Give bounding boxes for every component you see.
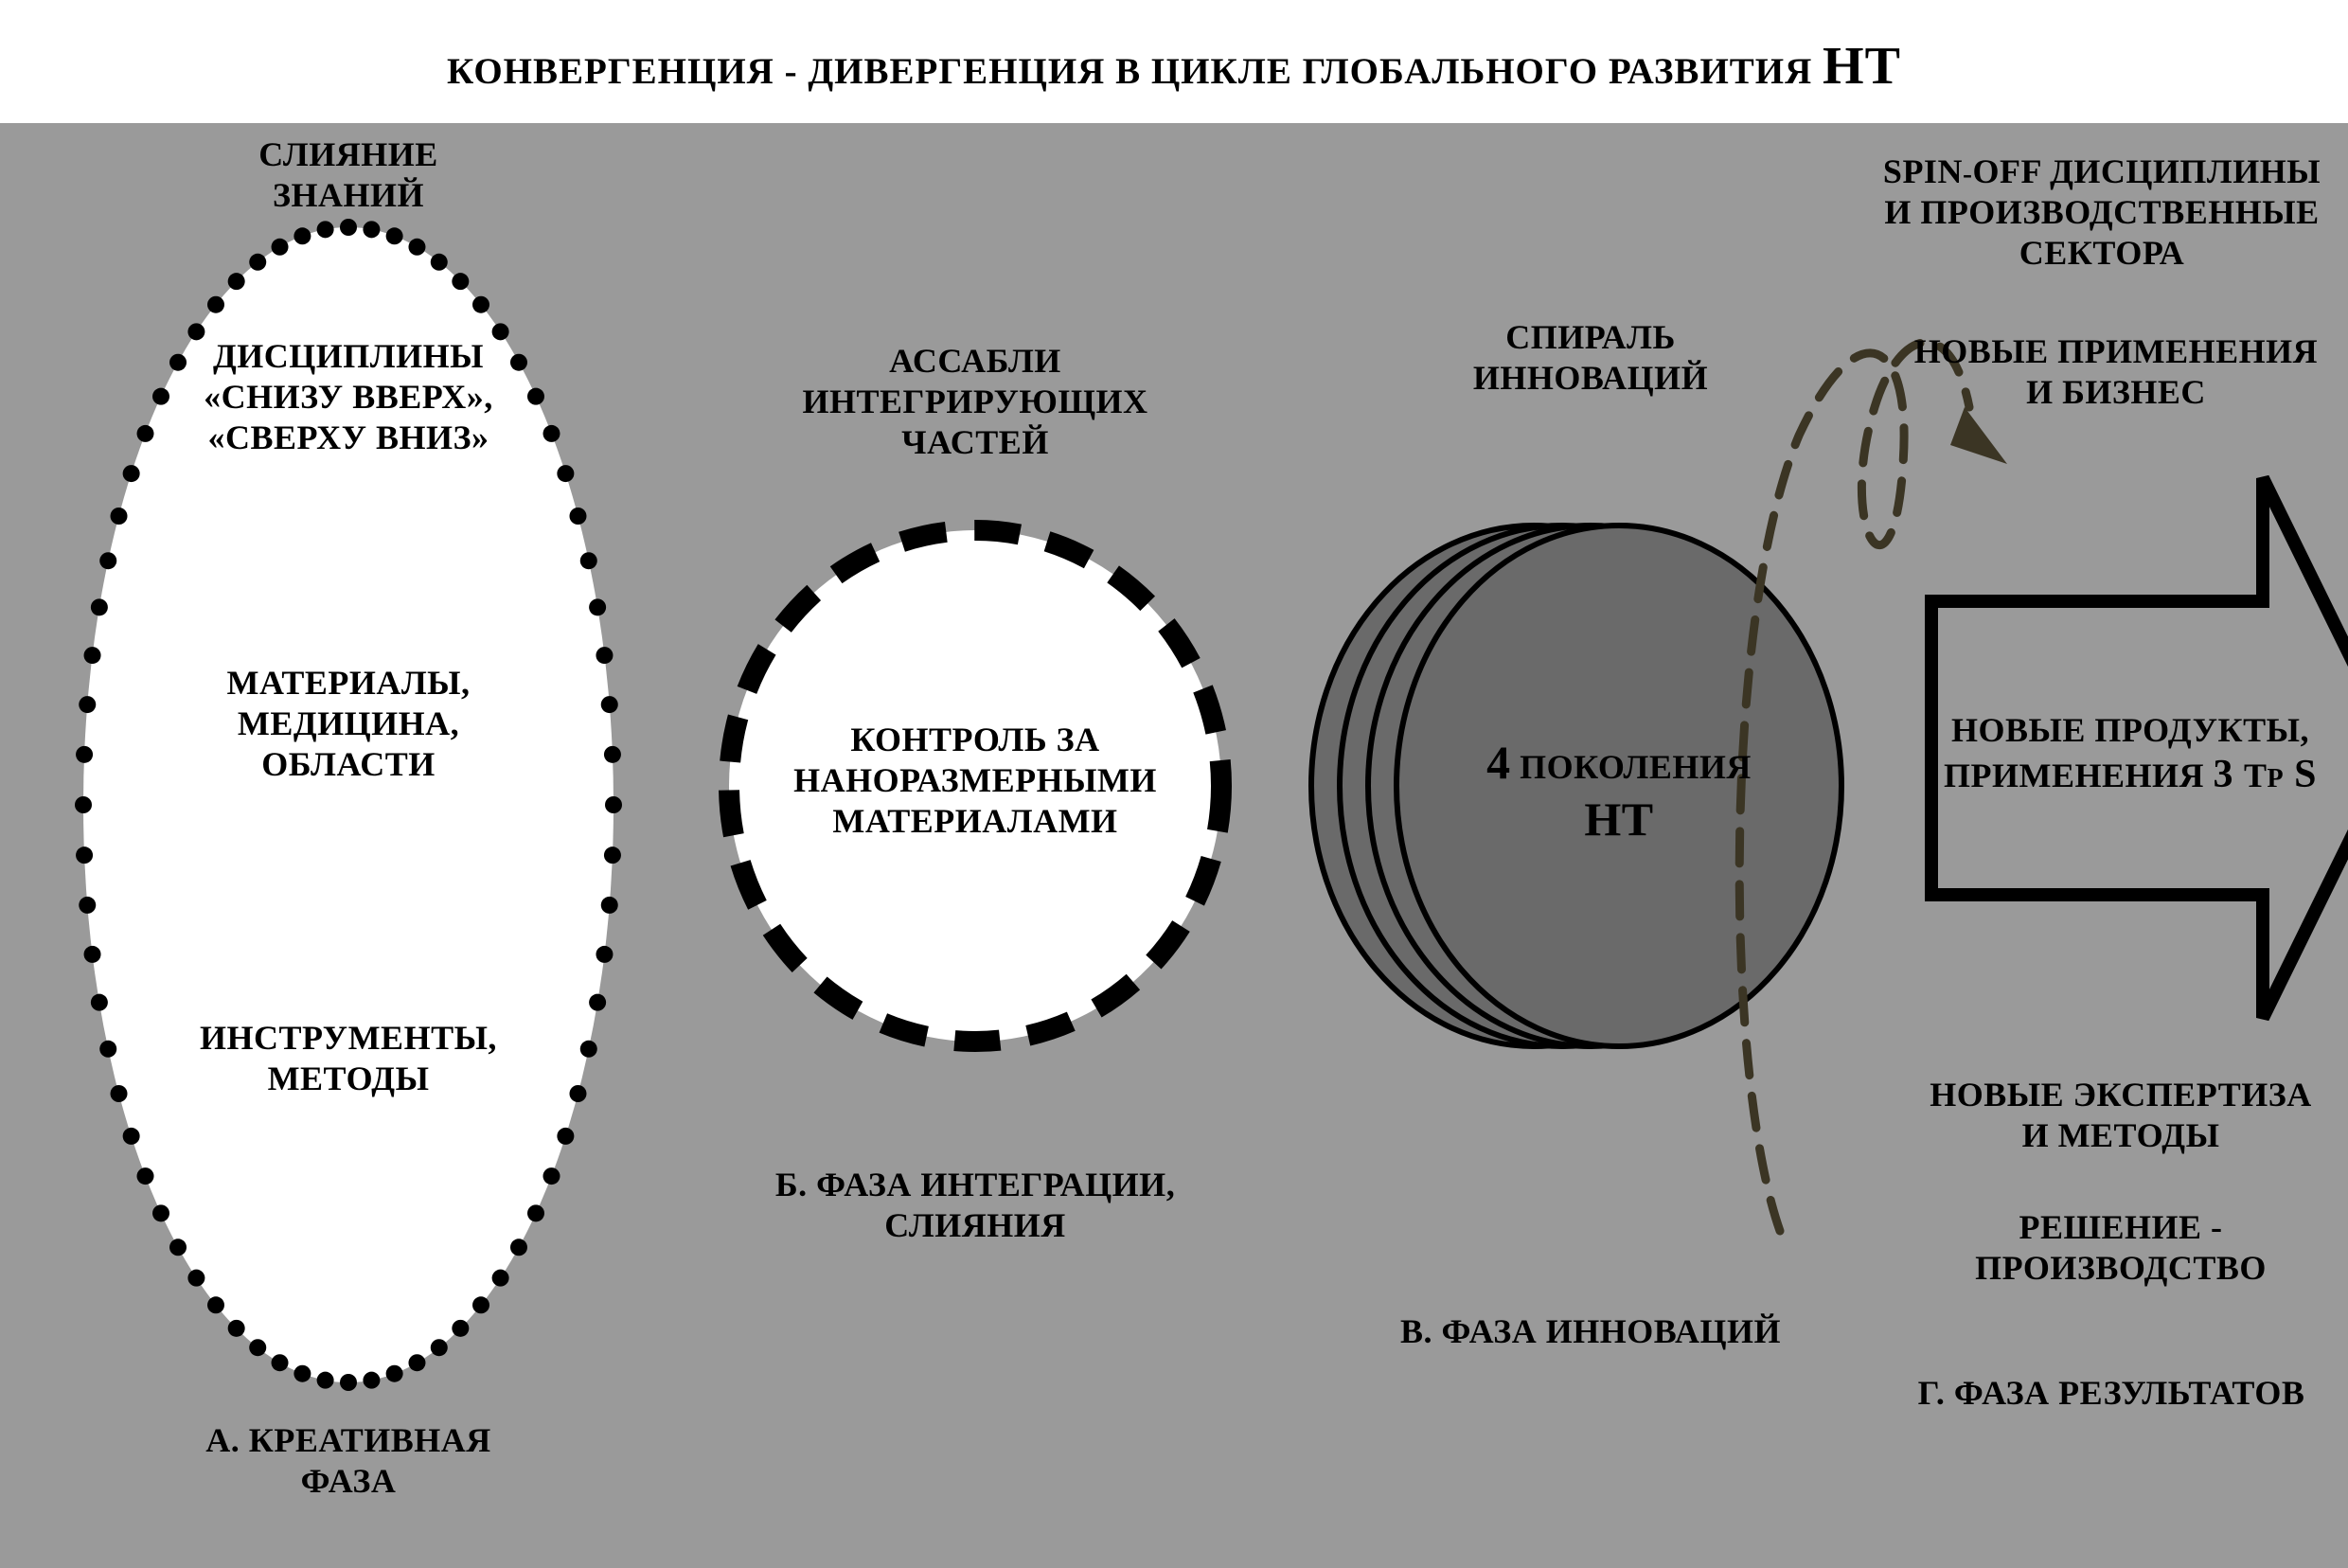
right-label-4: РЕШЕНИЕ - ПРОИЗВОДСТВО [1894,1207,2348,1289]
circle-b-bottom-label: Б. ФАЗА ИНТЕГРАЦИИ, СЛИЯНИЯ [729,1165,1221,1246]
text: В. ФАЗА ИННОВАЦИЙ [1400,1312,1781,1350]
title-suffix: НТ [1823,37,1901,96]
stack-c-center: 4 ПОКОЛЕНИЯ НТ [1420,734,1818,847]
stack-c-bottom-label: В. ФАЗА ИННОВАЦИЙ [1325,1311,1856,1352]
text: ИНСТРУМЕНТЫ, МЕТОДЫ [200,1019,497,1097]
t: 3 [2214,753,2245,796]
stack-c-nt: НТ [1584,793,1653,846]
stack-c-top-label: СПИРАЛЬ ИННОВАЦИЙ [1392,317,1789,399]
main-title: КОНВЕРГЕНЦИЯ - ДИВЕРГЕНЦИЯ В ЦИКЛЕ ГЛОБА… [0,36,2348,97]
stack-c-word: ПОКОЛЕНИЯ [1511,748,1752,786]
text: КОНТРОЛЬ ЗА НАНОРАЗМЕРНЫМИ МАТЕРИАЛАМИ [793,721,1157,840]
ellipse-a-bottom-label: А. КРЕАТИВНАЯ ФАЗА [121,1420,576,1502]
text: СЛИЯНИЕ ЗНАНИЙ [258,135,437,214]
text: НОВЫЕ ПРИМЕНЕНИЯ И БИЗНЕС [1914,332,2318,411]
t: ПРИМЕНЕНИЯ [1944,757,2214,794]
t: Т [2244,757,2268,794]
ellipse-a-text-2: МАТЕРИАЛЫ, МЕДИЦИНА, ОБЛАСТИ [121,663,576,786]
text: РЕШЕНИЕ - ПРОИЗВОДСТВО [1975,1208,2267,1287]
text: А. КРЕАТИВНАЯ ФАЗА [205,1421,490,1500]
circle-b-top-label: АССАБЛИ ИНТЕГРИРУЮЩИХ ЧАСТЕЙ [729,341,1221,464]
ellipse-a-text-1: ДИСЦИПЛИНЫ «СНИЗУ ВВЕРХ», «СВЕРХУ ВНИЗ» [121,336,576,459]
line1: НОВЫЕ ПРОДУКТЫ, [1951,711,2309,749]
text: НОВЫЕ ЭКСПЕРТИЗА И МЕТОДЫ [1930,1076,2311,1154]
right-label-1: SPIN-OFF ДИСЦИПЛИНЫИ ПРОИЗВОДСТВЕННЫЕСЕК… [1856,151,2348,275]
arrow-d-text: НОВЫЕ ПРОДУКТЫ, ПРИМЕНЕНИЯ 3 ТР S [1931,710,2329,799]
text: Б. ФАЗА ИНТЕГРАЦИИ, СЛИЯНИЯ [775,1166,1175,1244]
ellipse-a-text-3: ИНСТРУМЕНТЫ, МЕТОДЫ [121,1018,576,1099]
ellipse-a-top-label: СЛИЯНИЕ ЗНАНИЙ [159,134,538,216]
title-prefix: КОНВЕРГЕНЦИЯ - ДИВЕРГЕНЦИЯ В ЦИКЛЕ ГЛОБА… [447,51,1823,92]
right-label-2: НОВЫЕ ПРИМЕНЕНИЯ И БИЗНЕС [1884,331,2348,413]
diagram-canvas: СЛИЯНИЕ ЗНАНИЙ ДИСЦИПЛИНЫ «СНИЗУ ВВЕРХ»,… [0,123,2348,1568]
page: КОНВЕРГЕНЦИЯ - ДИВЕРГЕНЦИЯ В ЦИКЛЕ ГЛОБА… [0,0,2348,1568]
right-bottom-label: Г. ФАЗА РЕЗУЛЬТАТОВ [1875,1373,2348,1414]
text: СПИРАЛЬ ИННОВАЦИЙ [1473,318,1708,397]
stack-c-num: 4 [1486,736,1511,789]
text: МАТЕРИАЛЫ, МЕДИЦИНА, ОБЛАСТИ [227,664,471,783]
text: Г. ФАЗА РЕЗУЛЬТАТОВ [1918,1374,2305,1412]
text: ДИСЦИПЛИНЫ «СНИЗУ ВВЕРХ», «СВЕРХУ ВНИЗ» [204,337,493,456]
t: S [2284,753,2317,796]
text: SPIN-OFF ДИСЦИПЛИНЫИ ПРОИЗВОДСТВЕННЫЕСЕК… [1883,152,2321,272]
t: Р [2268,764,2285,793]
circle-b-center-text: КОНТРОЛЬ ЗА НАНОРАЗМЕРНЫМИ МАТЕРИАЛАМИ [748,720,1202,843]
right-label-3: НОВЫЕ ЭКСПЕРТИЗА И МЕТОДЫ [1894,1075,2348,1156]
line2: ПРИМЕНЕНИЯ 3 ТР S [1944,757,2317,794]
